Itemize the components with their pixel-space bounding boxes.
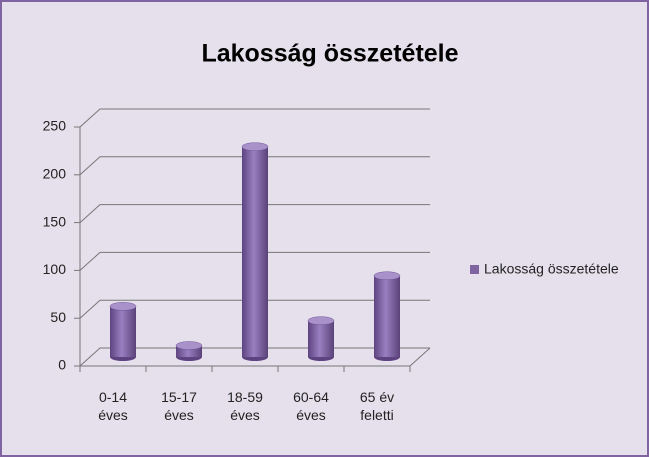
legend-label: Lakosság összetétele xyxy=(484,261,619,277)
bar xyxy=(176,345,202,357)
grid-line xyxy=(79,108,430,128)
y-tick-label: 250 xyxy=(43,118,67,134)
y-tick-label: 150 xyxy=(43,213,67,229)
bar xyxy=(110,306,136,357)
y-tick-label: 100 xyxy=(43,261,67,277)
x-tick-label: 0-14 éves xyxy=(98,389,128,423)
y-tick-label: 50 xyxy=(50,309,66,325)
grid-line xyxy=(79,299,430,319)
bar-top xyxy=(175,341,203,350)
bar-top xyxy=(109,302,137,311)
grid-line xyxy=(79,156,430,176)
legend-swatch xyxy=(470,265,479,274)
y-tick-label: 0 xyxy=(58,357,66,373)
bar xyxy=(242,146,268,357)
x-tick-label: 65 év feletti xyxy=(359,389,395,423)
y-tick-label: 200 xyxy=(43,166,67,182)
bar xyxy=(308,320,334,357)
bar xyxy=(374,275,400,357)
x-tick-label: 60-64 éves xyxy=(293,389,329,423)
grid-line xyxy=(79,251,430,271)
chart-title: Lakosság összetétele xyxy=(201,40,458,68)
bar-top xyxy=(307,316,335,325)
x-tick-label: 15-17 éves xyxy=(161,389,197,423)
grid-line xyxy=(79,204,430,223)
x-tick-label: 18-59 éves xyxy=(227,389,263,423)
bar-top xyxy=(373,271,401,280)
bar-top xyxy=(241,142,269,151)
